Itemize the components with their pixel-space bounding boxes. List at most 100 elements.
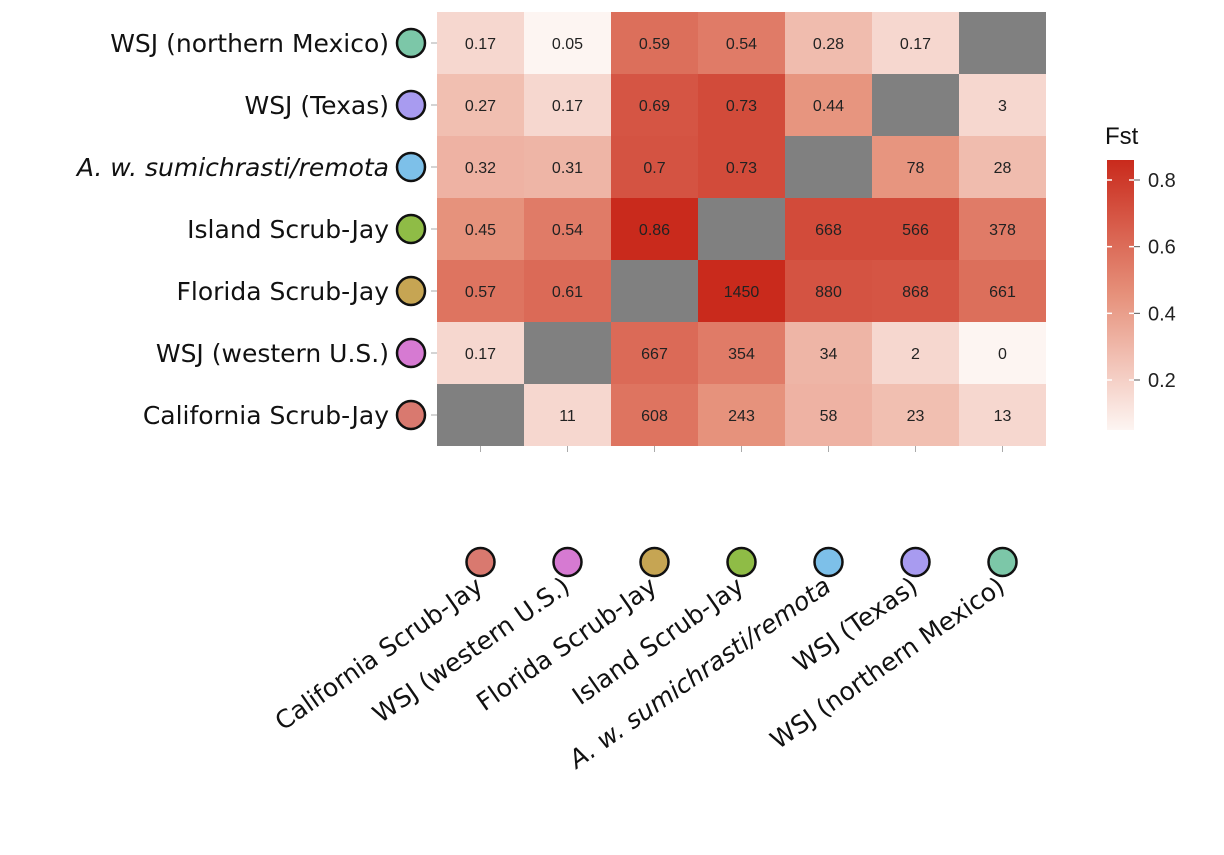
cell-value-label: 354 [728, 346, 755, 363]
heatmap-cell [959, 12, 1046, 74]
heatmap-cell [437, 136, 524, 198]
cell-value-label: 11 [559, 408, 576, 425]
cell-value-label: 0.69 [639, 98, 670, 115]
cell-value-label: 2 [911, 346, 920, 363]
cell-value-label: 868 [902, 284, 929, 301]
cell-value-label: 0.61 [552, 284, 583, 301]
cell-value-label: 0.54 [726, 36, 757, 53]
column-color-dot [900, 546, 931, 578]
column-color-dot [813, 546, 844, 578]
row-label: WSJ (Texas) [244, 91, 389, 120]
legend-color-bar [1107, 160, 1134, 430]
cell-value-label: 0.27 [465, 98, 496, 115]
heatmap-cell [698, 198, 785, 260]
heatmap-cell [437, 198, 524, 260]
heatmap-cell [524, 74, 611, 136]
cell-value-label: 0.73 [726, 160, 757, 177]
cell-value-label: 0.32 [465, 160, 496, 177]
cell-value-label: 0.45 [465, 222, 496, 239]
cell-value-label: 608 [641, 408, 668, 425]
cell-value-label: 0.28 [813, 36, 844, 53]
heatmap-cell [785, 198, 872, 260]
heatmap-cell [698, 74, 785, 136]
cell-value-label: 0.54 [552, 222, 583, 239]
row-label: California Scrub-Jay [143, 401, 389, 430]
cell-value-label: 661 [989, 284, 1016, 301]
heatmap-cell [611, 260, 698, 322]
cell-value-label: 78 [907, 160, 925, 177]
heatmap-cell [872, 384, 959, 446]
heatmap-cell [611, 384, 698, 446]
y-axis-labels: WSJ (northern Mexico) WSJ (Texas) A. w. su… [75, 27, 437, 431]
cell-value-label: 0.17 [465, 36, 496, 53]
cell-value-label: 34 [820, 346, 838, 363]
cell-value-label: 668 [815, 222, 842, 239]
heatmap-cell [698, 322, 785, 384]
row-label: WSJ (western U.S.) [156, 339, 389, 368]
fst-legend: Fst 0.8 0.6 0.4 0.2 [1105, 123, 1176, 430]
heatmap-cell [872, 136, 959, 198]
legend-tick-label: 0.8 [1148, 170, 1176, 192]
row-color-dot [395, 27, 427, 59]
cell-value-label: 13 [994, 408, 1012, 425]
cell-value-label: 0.73 [726, 98, 757, 115]
cell-value-label: 243 [728, 408, 755, 425]
heatmap-cell [959, 260, 1046, 322]
heatmap-cell [524, 322, 611, 384]
heatmap-cell [785, 74, 872, 136]
cell-value-label: 566 [902, 222, 929, 239]
cell-value-label: 0.17 [465, 346, 496, 363]
cell-value-label: 58 [820, 408, 838, 425]
row-color-dot [395, 399, 427, 431]
heatmap-cell [437, 260, 524, 322]
cell-value-label: 0.17 [900, 36, 931, 53]
heatmap-cell [437, 322, 524, 384]
cell-value-label: 28 [994, 160, 1012, 177]
heatmap-cell [698, 384, 785, 446]
heatmap-cell [437, 384, 524, 446]
cell-value-label: 0.31 [552, 160, 583, 177]
heatmap-cell [872, 12, 959, 74]
heatmap-cell [959, 136, 1046, 198]
heatmap-cell [872, 74, 959, 136]
cell-value-label: 0.05 [552, 36, 583, 53]
heatmap-cell [959, 322, 1046, 384]
heatmap-cell [872, 322, 959, 384]
heatmap-cell [785, 322, 872, 384]
row-label: A. w. sumichrasti/remota [75, 153, 389, 182]
heatmap-cell [872, 198, 959, 260]
column-color-dot [639, 546, 670, 578]
cell-value-label: 0.86 [639, 222, 670, 239]
row-label: Florida Scrub-Jay [177, 277, 390, 306]
cell-value-label: 23 [907, 408, 925, 425]
cell-value-label: 0.44 [813, 98, 844, 115]
cell-value-label: 0.57 [465, 284, 496, 301]
heatmap-cell [785, 384, 872, 446]
heatmap-cell [785, 260, 872, 322]
legend-tick-label: 0.4 [1148, 303, 1176, 325]
heatmap-cell [524, 260, 611, 322]
heatmap-cells: 0.17 0.05 0.59 0.54 0.28 0.17 0.27 0.17 0.69 0.73… [437, 12, 1046, 446]
cell-value-label: 667 [641, 346, 668, 363]
cell-value-label: 0.17 [552, 98, 583, 115]
heatmap-cell [959, 384, 1046, 446]
heatmap-cell [959, 74, 1046, 136]
cell-value-label: 0.59 [639, 36, 670, 53]
row-label: Island Scrub-Jay [187, 215, 389, 244]
heatmap-cell [611, 74, 698, 136]
legend-tick-label: 0.6 [1148, 237, 1176, 259]
legend-title: Fst [1105, 123, 1139, 150]
heatmap-cell [872, 260, 959, 322]
row-color-dot [395, 151, 427, 183]
heatmap-cell [524, 198, 611, 260]
column-color-dot [465, 546, 496, 578]
column-color-dot [726, 546, 757, 578]
cell-value-label: 378 [989, 222, 1016, 239]
cell-value-label: 880 [815, 284, 842, 301]
heatmap-cell [698, 136, 785, 198]
cell-value-label: 3 [998, 98, 1007, 115]
heatmap-cell [524, 12, 611, 74]
heatmap-cell [611, 322, 698, 384]
